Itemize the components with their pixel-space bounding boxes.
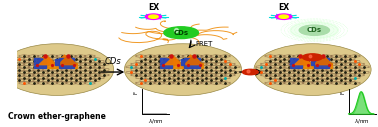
Polygon shape [181, 55, 200, 64]
Circle shape [276, 14, 292, 19]
Ellipse shape [146, 15, 161, 18]
Polygon shape [34, 58, 46, 68]
Polygon shape [160, 59, 169, 65]
Polygon shape [160, 63, 203, 68]
Polygon shape [314, 56, 332, 65]
Polygon shape [290, 59, 299, 65]
Text: CDs: CDs [104, 58, 121, 67]
Polygon shape [59, 56, 77, 65]
Text: EX: EX [278, 3, 289, 12]
Text: EX: EX [148, 3, 159, 12]
Circle shape [299, 25, 330, 35]
Text: Crown ether-graphene: Crown ether-graphene [8, 112, 106, 121]
Text: $\lambda$/nm: $\lambda$/nm [355, 117, 370, 125]
Ellipse shape [124, 44, 242, 95]
Polygon shape [34, 56, 56, 65]
Polygon shape [56, 59, 59, 65]
Circle shape [242, 69, 258, 75]
Circle shape [290, 22, 339, 38]
Polygon shape [59, 58, 74, 68]
Polygon shape [290, 56, 311, 65]
Ellipse shape [0, 44, 114, 95]
Polygon shape [163, 55, 181, 64]
Polygon shape [34, 63, 77, 68]
Polygon shape [37, 55, 56, 64]
Polygon shape [56, 55, 74, 64]
Circle shape [164, 27, 198, 39]
Circle shape [279, 15, 288, 18]
Polygon shape [311, 55, 329, 64]
Polygon shape [160, 58, 172, 68]
Ellipse shape [276, 15, 292, 18]
Text: F: F [134, 91, 139, 94]
Text: F: F [341, 91, 345, 94]
Polygon shape [311, 59, 314, 65]
Circle shape [146, 14, 161, 19]
Circle shape [302, 54, 322, 61]
Text: CDs: CDs [174, 30, 189, 36]
Polygon shape [160, 56, 181, 65]
Text: FRET: FRET [195, 41, 213, 47]
Polygon shape [290, 63, 332, 68]
Polygon shape [293, 55, 311, 64]
Polygon shape [184, 58, 200, 68]
Polygon shape [34, 59, 43, 65]
Circle shape [149, 15, 158, 18]
Polygon shape [181, 59, 184, 65]
Polygon shape [290, 58, 302, 68]
Text: $\lambda$/nm: $\lambda$/nm [147, 117, 163, 125]
Text: CDs: CDs [307, 27, 322, 33]
Polygon shape [184, 56, 203, 65]
Ellipse shape [254, 44, 371, 95]
Polygon shape [314, 58, 329, 68]
